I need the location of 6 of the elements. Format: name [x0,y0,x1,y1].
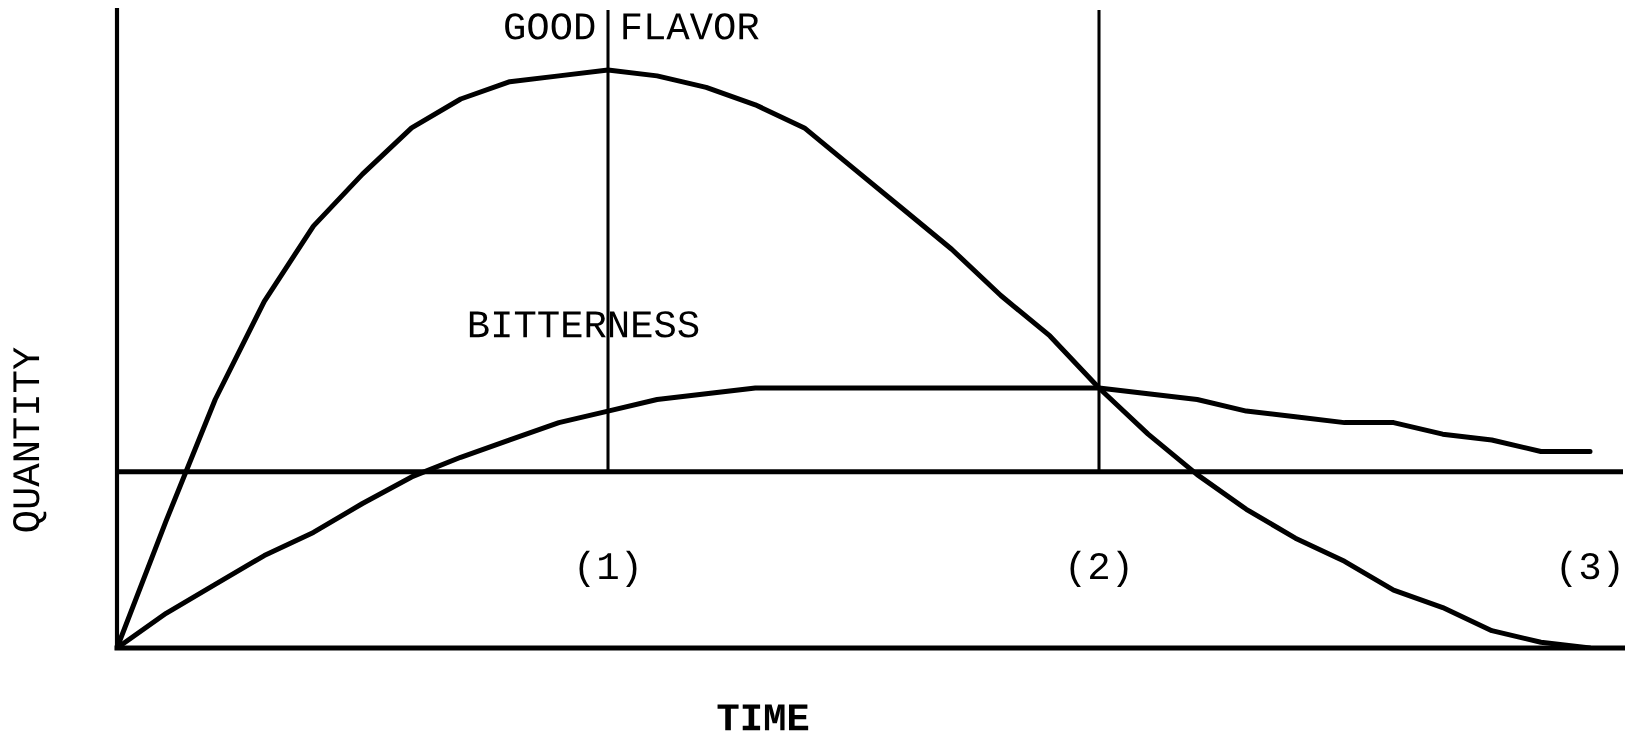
x-tick-label: (2) [1070,550,1128,588]
x-tick-label: (3) [1561,550,1619,588]
x-axis-title: TIME [717,704,809,731]
x-tick-label: (1) [579,550,637,588]
y-axis-title: QUANTITY [13,347,47,532]
series-label: GOOD FLAVOR [505,13,759,40]
